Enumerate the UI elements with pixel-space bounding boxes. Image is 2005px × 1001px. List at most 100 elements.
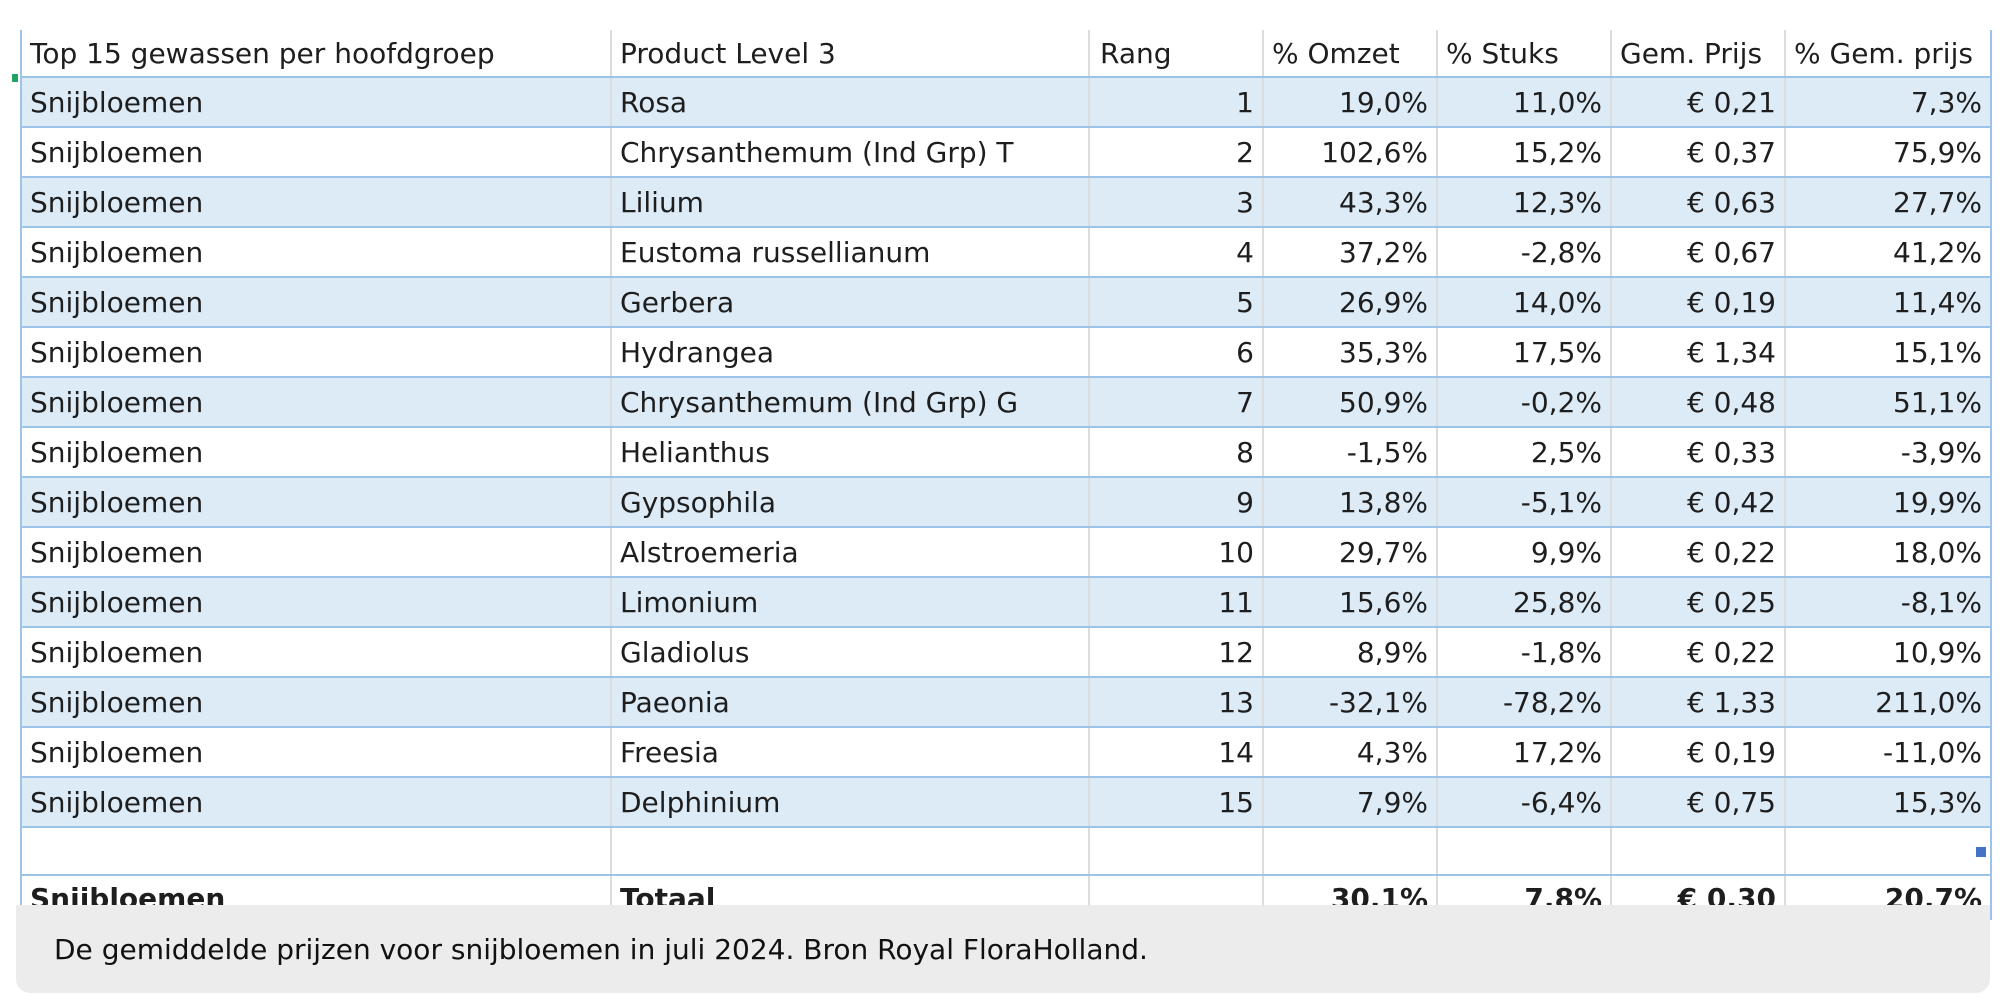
header-cell-group[interactable]: Top 15 gewassen per hoofdgroep xyxy=(20,30,612,78)
revenue-pct-cell[interactable]: -32,1% xyxy=(1263,677,1438,728)
avg-price-cell[interactable]: € 0,63 xyxy=(1611,177,1786,228)
rank-cell[interactable]: 6 xyxy=(1089,327,1264,378)
rank-cell[interactable]: 13 xyxy=(1089,677,1264,728)
group-cell[interactable]: Snijbloemen xyxy=(20,227,612,278)
rank-cell[interactable]: 10 xyxy=(1089,527,1264,578)
product-cell[interactable]: Chrysanthemum (Ind Grp) G xyxy=(611,377,1090,428)
rank-cell[interactable]: 8 xyxy=(1089,427,1264,478)
units-pct-cell[interactable]: -78,2% xyxy=(1437,677,1612,728)
product-cell[interactable]: Paeonia xyxy=(611,677,1090,728)
table-cell[interactable] xyxy=(1263,827,1438,876)
units-pct-cell[interactable]: -6,4% xyxy=(1437,777,1612,828)
revenue-pct-cell[interactable]: -1,5% xyxy=(1263,427,1438,478)
units-pct-cell[interactable]: -1,8% xyxy=(1437,627,1612,678)
revenue-pct-cell[interactable]: 50,9% xyxy=(1263,377,1438,428)
avg-price-cell[interactable]: € 0,37 xyxy=(1611,127,1786,178)
rank-cell[interactable]: 9 xyxy=(1089,477,1264,528)
group-cell[interactable]: Snijbloemen xyxy=(20,177,612,228)
table-cell[interactable] xyxy=(1089,827,1264,876)
revenue-pct-cell[interactable]: 37,2% xyxy=(1263,227,1438,278)
avg-price-pct-cell[interactable]: 51,1% xyxy=(1785,377,1992,428)
group-cell[interactable]: Snijbloemen xyxy=(20,627,612,678)
avg-price-pct-cell[interactable]: 7,3% xyxy=(1785,77,1992,128)
product-cell[interactable]: Alstroemeria xyxy=(611,527,1090,578)
header-cell-units-pct[interactable]: % Stuks xyxy=(1437,30,1612,78)
product-cell[interactable]: Limonium xyxy=(611,577,1090,628)
product-cell[interactable]: Freesia xyxy=(611,727,1090,778)
revenue-pct-cell[interactable]: 13,8% xyxy=(1263,477,1438,528)
avg-price-cell[interactable]: € 0,25 xyxy=(1611,577,1786,628)
group-cell[interactable]: Snijbloemen xyxy=(20,677,612,728)
avg-price-pct-cell[interactable]: 10,9% xyxy=(1785,627,1992,678)
revenue-pct-cell[interactable]: 102,6% xyxy=(1263,127,1438,178)
header-cell-avg-price[interactable]: Gem. Prijs xyxy=(1611,30,1786,78)
group-cell[interactable]: Snijbloemen xyxy=(20,277,612,328)
units-pct-cell[interactable]: 25,8% xyxy=(1437,577,1612,628)
group-cell[interactable]: Snijbloemen xyxy=(20,527,612,578)
units-pct-cell[interactable]: 2,5% xyxy=(1437,427,1612,478)
avg-price-pct-cell[interactable]: 211,0% xyxy=(1785,677,1992,728)
table-cell[interactable] xyxy=(611,827,1090,876)
rank-cell[interactable]: 4 xyxy=(1089,227,1264,278)
rank-cell[interactable]: 15 xyxy=(1089,777,1264,828)
units-pct-cell[interactable]: 11,0% xyxy=(1437,77,1612,128)
revenue-pct-cell[interactable]: 4,3% xyxy=(1263,727,1438,778)
revenue-pct-cell[interactable]: 43,3% xyxy=(1263,177,1438,228)
rank-cell[interactable]: 14 xyxy=(1089,727,1264,778)
avg-price-pct-cell[interactable]: 41,2% xyxy=(1785,227,1992,278)
avg-price-cell[interactable]: € 0,22 xyxy=(1611,527,1786,578)
avg-price-pct-cell[interactable]: 75,9% xyxy=(1785,127,1992,178)
avg-price-cell[interactable]: € 0,21 xyxy=(1611,77,1786,128)
rank-cell[interactable]: 2 xyxy=(1089,127,1264,178)
group-cell[interactable]: Snijbloemen xyxy=(20,727,612,778)
avg-price-pct-cell[interactable]: 18,0% xyxy=(1785,527,1992,578)
avg-price-cell[interactable]: € 0,19 xyxy=(1611,727,1786,778)
revenue-pct-cell[interactable]: 26,9% xyxy=(1263,277,1438,328)
product-cell[interactable]: Eustoma russellianum xyxy=(611,227,1090,278)
table-cell[interactable] xyxy=(20,827,612,876)
group-cell[interactable]: Snijbloemen xyxy=(20,127,612,178)
group-cell[interactable]: Snijbloemen xyxy=(20,477,612,528)
group-cell[interactable]: Snijbloemen xyxy=(20,77,612,128)
avg-price-pct-cell[interactable]: -8,1% xyxy=(1785,577,1992,628)
revenue-pct-cell[interactable]: 8,9% xyxy=(1263,627,1438,678)
avg-price-pct-cell[interactable]: 19,9% xyxy=(1785,477,1992,528)
table-cell[interactable] xyxy=(1611,827,1786,876)
avg-price-cell[interactable]: € 0,22 xyxy=(1611,627,1786,678)
avg-price-cell[interactable]: € 1,33 xyxy=(1611,677,1786,728)
avg-price-pct-cell[interactable]: -11,0% xyxy=(1785,727,1992,778)
units-pct-cell[interactable]: 15,2% xyxy=(1437,127,1612,178)
units-pct-cell[interactable]: 17,5% xyxy=(1437,327,1612,378)
rank-cell[interactable]: 5 xyxy=(1089,277,1264,328)
product-cell[interactable]: Gypsophila xyxy=(611,477,1090,528)
revenue-pct-cell[interactable]: 35,3% xyxy=(1263,327,1438,378)
revenue-pct-cell[interactable]: 15,6% xyxy=(1263,577,1438,628)
group-cell[interactable]: Snijbloemen xyxy=(20,427,612,478)
revenue-pct-cell[interactable]: 29,7% xyxy=(1263,527,1438,578)
revenue-pct-cell[interactable]: 7,9% xyxy=(1263,777,1438,828)
units-pct-cell[interactable]: -0,2% xyxy=(1437,377,1612,428)
avg-price-cell[interactable]: € 0,67 xyxy=(1611,227,1786,278)
table-cell[interactable] xyxy=(1437,827,1612,876)
table-cell[interactable] xyxy=(1785,827,1992,876)
avg-price-pct-cell[interactable]: 15,3% xyxy=(1785,777,1992,828)
rank-cell[interactable]: 7 xyxy=(1089,377,1264,428)
units-pct-cell[interactable]: 14,0% xyxy=(1437,277,1612,328)
rank-cell[interactable]: 3 xyxy=(1089,177,1264,228)
product-cell[interactable]: Lilium xyxy=(611,177,1090,228)
avg-price-pct-cell[interactable]: -3,9% xyxy=(1785,427,1992,478)
product-cell[interactable]: Gerbera xyxy=(611,277,1090,328)
avg-price-cell[interactable]: € 0,33 xyxy=(1611,427,1786,478)
avg-price-cell[interactable]: € 0,75 xyxy=(1611,777,1786,828)
product-cell[interactable]: Chrysanthemum (Ind Grp) T xyxy=(611,127,1090,178)
units-pct-cell[interactable]: -5,1% xyxy=(1437,477,1612,528)
avg-price-cell[interactable]: € 0,42 xyxy=(1611,477,1786,528)
avg-price-pct-cell[interactable]: 15,1% xyxy=(1785,327,1992,378)
product-cell[interactable]: Helianthus xyxy=(611,427,1090,478)
rank-cell[interactable]: 12 xyxy=(1089,627,1264,678)
header-cell-rank[interactable]: Rang xyxy=(1089,30,1264,78)
header-cell-product[interactable]: Product Level 3 xyxy=(611,30,1090,78)
units-pct-cell[interactable]: 12,3% xyxy=(1437,177,1612,228)
product-cell[interactable]: Delphinium xyxy=(611,777,1090,828)
avg-price-pct-cell[interactable]: 11,4% xyxy=(1785,277,1992,328)
